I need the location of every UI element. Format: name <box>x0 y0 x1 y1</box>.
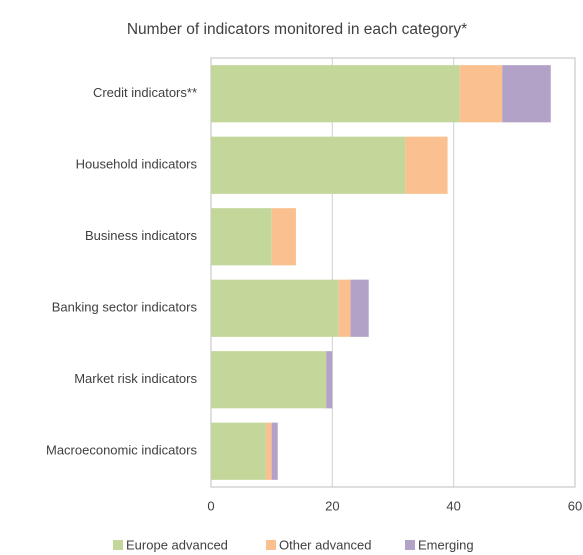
bar-segment <box>459 65 503 123</box>
chart-title: Number of indicators monitored in each c… <box>127 21 467 38</box>
bar-segment <box>211 136 406 194</box>
x-tick-label: 40 <box>446 498 460 513</box>
y-tick-label: Credit indicators** <box>93 85 197 100</box>
x-tick-label: 0 <box>207 498 214 513</box>
legend-label: Other advanced <box>279 537 372 552</box>
x-tick-label: 20 <box>325 498 339 513</box>
plot-border <box>210 57 576 488</box>
bar-segment <box>271 422 278 480</box>
x-tick-label: 60 <box>568 498 582 513</box>
y-tick-label: Market risk indicators <box>74 371 197 386</box>
legend-swatch <box>266 540 276 550</box>
bar-segment <box>338 279 351 337</box>
bar-segment <box>265 422 272 480</box>
bar-segment <box>405 136 448 194</box>
bar-segment <box>271 208 296 266</box>
legend-label: Emerging <box>418 537 474 552</box>
bar-segment <box>211 208 272 266</box>
bar-segment <box>350 279 369 337</box>
legend-label: Europe advanced <box>126 537 228 552</box>
legend-swatch <box>113 540 123 550</box>
y-tick-label: Household indicators <box>76 157 198 172</box>
bar-segment <box>326 351 333 409</box>
bar-segment <box>502 65 551 123</box>
bar-segment <box>211 351 327 409</box>
bar-segment <box>211 65 460 123</box>
y-tick-label: Banking sector indicators <box>52 300 198 315</box>
bar-segment <box>211 279 339 337</box>
y-tick-label: Business indicators <box>85 228 197 243</box>
legend-swatch <box>405 540 415 550</box>
y-tick-label: Macroeconomic indicators <box>46 443 198 458</box>
bar-segment <box>211 422 266 480</box>
